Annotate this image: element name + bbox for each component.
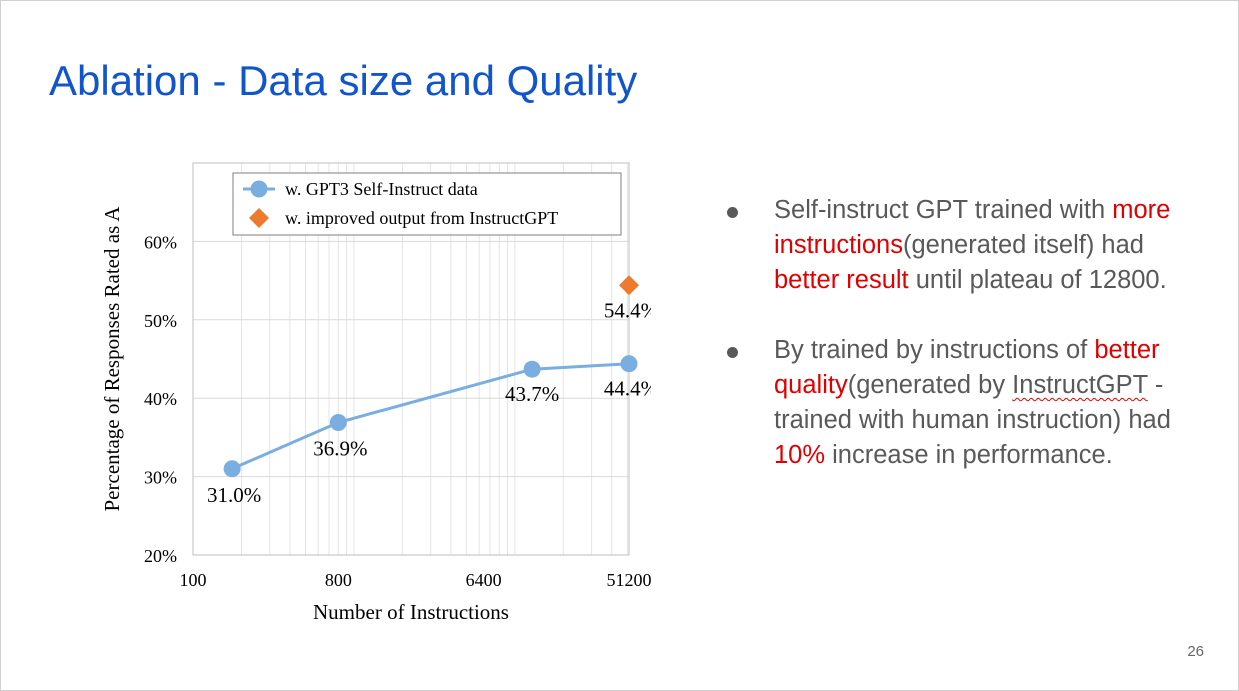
data-point <box>523 360 541 378</box>
y-tick-label: 40% <box>144 389 177 409</box>
chart-labels: 31.0% 36.9% 43.7% 44.4% 54.4% <box>207 298 651 506</box>
y-axis-label: Percentage of Responses Rated as A <box>100 206 124 512</box>
data-label: 44.4% <box>604 377 651 401</box>
data-label: 43.7% <box>505 382 559 406</box>
x-axis-label: Number of Instructions <box>313 600 509 624</box>
data-point <box>329 414 347 432</box>
highlighted-text: more instructions <box>774 196 1171 259</box>
chart: 20% 30% 40% 50% 60% 100 800 6400 51200 Number of … <box>100 162 652 624</box>
legend-box <box>232 172 622 236</box>
data-point <box>620 355 638 373</box>
legend-entry: w. improved output from InstructGPT <box>285 208 558 228</box>
data-point <box>223 460 241 478</box>
highlighted-text: 10% <box>774 441 826 469</box>
bullet-item: Self-instruct GPT trained with more inst… <box>721 193 1181 298</box>
chart-series <box>223 275 639 478</box>
highlighted-text: better quality <box>774 336 1160 399</box>
bullet-text: (generated by <box>847 371 1013 399</box>
bullet-text: (generated itself) had <box>902 231 1144 259</box>
bullet-text: increase in performance. <box>825 441 1113 469</box>
x-tick-label: 100 <box>180 570 207 590</box>
chart-legend: w. GPT3 Self-Instruct data w. improved ou… <box>232 172 622 236</box>
data-label: 36.9% <box>313 437 367 461</box>
bullet-text: until plateau of 12800. <box>908 266 1167 294</box>
page-number: 26 <box>1187 643 1204 660</box>
legend-entry: w. GPT3 Self-Instruct data <box>285 179 478 199</box>
legend-marker-diamond <box>249 208 269 228</box>
series-line <box>231 362 630 471</box>
y-tick-label: 60% <box>144 232 177 252</box>
data-label: 31.0% <box>207 483 261 507</box>
y-tick-label: 50% <box>144 311 177 331</box>
data-point-diamond <box>619 275 639 296</box>
legend-marker <box>250 180 268 198</box>
bullet-item: By trained by instructions of better qua… <box>721 333 1181 473</box>
bullet-text: - trained with human instruction) had <box>774 371 1171 434</box>
bullet-text: Self-instruct GPT trained with <box>774 196 1113 224</box>
x-tick-label: 51200 <box>607 570 652 590</box>
y-tick-label: 20% <box>144 546 177 566</box>
highlighted-text: better result <box>774 266 909 294</box>
y-tick-label: 30% <box>144 468 177 488</box>
bullet-dot-icon <box>727 347 738 358</box>
bullet-list: Self-instruct GPT trained with more inst… <box>721 193 1181 508</box>
slide-title: Ablation - Data size and Quality <box>49 57 638 104</box>
x-tick-label: 6400 <box>466 570 502 590</box>
chart-axes: 20% 30% 40% 50% 60% 100 800 6400 51200 Number of … <box>100 162 652 624</box>
data-label: 54.4% <box>604 298 651 322</box>
bullet-dot-icon <box>727 207 738 218</box>
bullet-text: By trained by instructions of <box>774 336 1095 364</box>
bullet-text: InstructGPT <box>1012 371 1148 399</box>
x-tick-label: 800 <box>325 570 352 590</box>
